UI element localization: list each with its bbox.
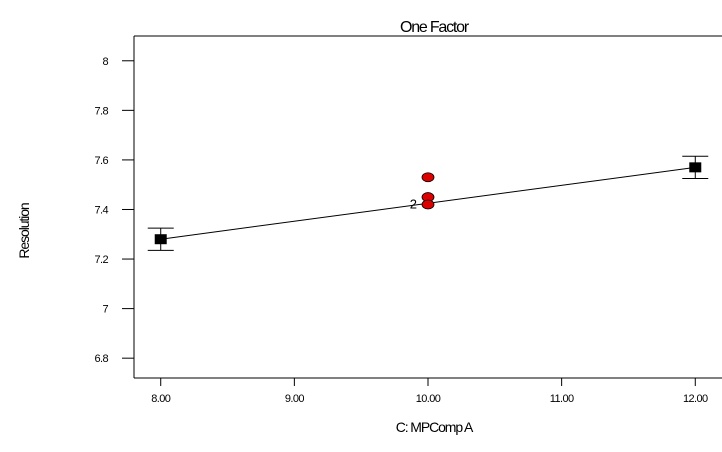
x-tick-label: 8.00	[151, 393, 170, 405]
x-axis-label: C: MPComp A	[396, 419, 474, 435]
point-count-annotation: 2	[410, 197, 417, 212]
x-tick-label: 10.00	[416, 393, 441, 405]
y-tick-label: 7.6	[95, 155, 109, 167]
y-axis-label: Resolution	[16, 203, 32, 258]
x-tick-label: 12.00	[683, 393, 708, 405]
y-tick-label: 7.2	[95, 254, 109, 266]
observation-point	[421, 199, 435, 210]
y-tick-label: 7	[102, 304, 108, 316]
design-point	[689, 162, 702, 173]
x-tick-label: 9.00	[285, 393, 304, 405]
design-point	[154, 234, 167, 245]
observation-point	[421, 172, 435, 183]
chart-title: One Factor	[400, 19, 470, 36]
y-tick-label: 7.8	[95, 105, 109, 117]
y-tick-label: 8	[102, 56, 108, 68]
y-tick-label: 7.4	[95, 204, 109, 216]
x-tick-label: 11.00	[550, 393, 574, 405]
y-tick-label: 6.8	[95, 353, 109, 365]
